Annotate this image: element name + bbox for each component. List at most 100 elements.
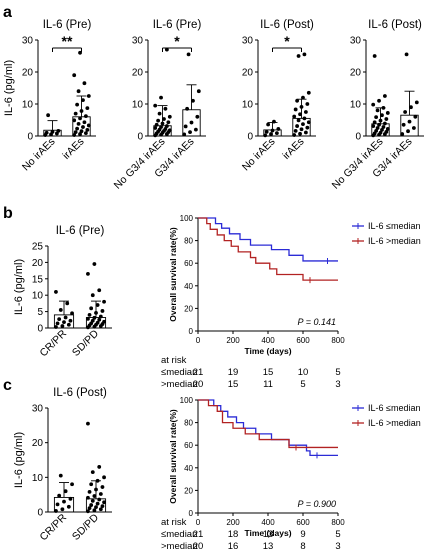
data-point [94,311,98,315]
data-point [81,98,85,103]
data-point [54,509,58,513]
data-point [292,133,297,137]
data-point [55,321,60,326]
y-axis-title: IL-6 (pg/ml) [3,60,15,116]
data-point [76,89,81,94]
data-point [79,109,84,113]
chart-title: IL-6 (Pre) [153,19,202,31]
chart-title: IL-6 (Post) [368,19,422,31]
data-point [153,103,158,108]
data-point [86,495,90,500]
panel-label-c: c [3,377,12,394]
data-point [302,52,307,57]
data-point [46,113,51,118]
data-point [95,303,100,307]
data-point [86,509,90,514]
x-tick-label: 0 [196,336,201,345]
y-tick-label: 30 [242,36,254,47]
data-point [163,127,168,131]
y-tick-label: 20 [132,68,144,79]
y-tick-label: 20 [32,258,44,269]
risk-table-count: 9 [300,529,305,540]
legend-label: IL-6 ≤median [368,403,420,413]
data-point [159,125,163,129]
data-point [97,288,102,293]
data-point [87,312,92,317]
risk-table-label: at risk [161,355,187,366]
data-point [97,497,102,502]
risk-table-count: 16 [228,541,239,550]
data-point [98,507,103,512]
y-tick-label: 25 [32,242,44,253]
y-tick-label: 100 [180,214,194,223]
risk-table-count: 8 [300,541,305,550]
y-tick-label: 60 [184,259,193,268]
significance-stars: * [284,33,290,49]
data-point [413,114,418,119]
x-tick-label: 600 [296,336,310,345]
y-tick-label: 40 [184,464,193,473]
data-point [263,133,268,138]
data-point [186,52,191,57]
y-tick-label: 100 [180,396,194,405]
data-point [95,501,100,506]
data-point [296,118,301,123]
risk-table-count: 3 [335,379,340,390]
risk-table-count: 19 [228,367,239,378]
data-point [374,115,379,120]
y-tick-label: 10 [242,100,254,111]
data-point [382,94,387,98]
data-point [163,106,168,111]
data-point [154,122,159,127]
risk-table-count: 13 [263,541,274,550]
data-point [75,102,80,107]
chart-title: IL-6 (Pre) [56,225,105,237]
y-tick-label: 0 [189,327,194,336]
data-point [86,316,90,321]
x-tick-label: 800 [331,336,345,345]
x-category-label: No irAEs [20,136,58,174]
chart-title: IL-6 (Post) [53,387,107,399]
data-point [303,110,308,114]
y-tick-label: 30 [22,36,34,47]
km-series-line [198,217,338,262]
data-point [57,317,62,322]
data-point [164,124,169,128]
data-point [301,95,305,100]
data-point [87,506,92,511]
data-point [90,470,95,475]
data-point [193,127,198,132]
data-point [306,90,311,95]
y-tick-label: 20 [32,438,44,449]
y-axis-title: Overall survival rate(%) [168,227,178,322]
data-point [68,496,73,501]
data-point [66,322,71,327]
y-tick-label: 0 [355,132,361,143]
risk-table-label: at risk [161,517,187,528]
data-point [375,108,380,113]
y-tick-label: 5 [37,307,43,318]
significance-stars: * [174,33,180,49]
data-point [95,478,100,483]
data-point [97,317,102,322]
data-point [301,122,305,127]
data-point [182,132,187,137]
y-tick-label: 40 [184,282,193,291]
data-point [276,127,281,131]
km-series-line [198,217,338,281]
data-point [385,127,390,131]
data-point [380,128,384,132]
data-point [378,118,383,123]
data-point [62,499,66,504]
data-point [293,128,298,133]
data-point [385,111,390,115]
data-point [295,98,300,103]
y-tick-label: 0 [27,132,33,143]
data-point [269,132,273,136]
data-point [296,54,301,58]
data-point [65,301,70,306]
data-point [100,309,105,313]
risk-table-count: 3 [335,541,340,550]
data-point [303,130,308,135]
data-point [92,315,97,320]
